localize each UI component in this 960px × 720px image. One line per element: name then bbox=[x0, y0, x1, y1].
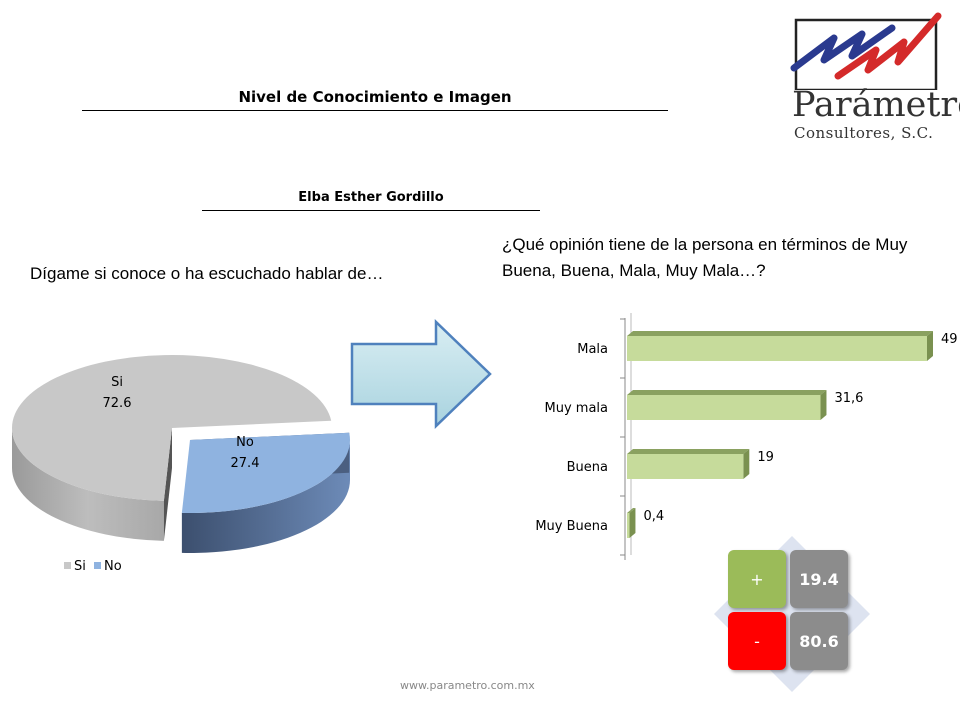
positive-box: + bbox=[728, 550, 786, 608]
bar-top-muy-mala bbox=[627, 390, 827, 395]
legend-label-no: No bbox=[104, 559, 122, 574]
pie-label-si: Si bbox=[111, 375, 123, 390]
bar-side-muy-buena bbox=[629, 508, 636, 538]
bar-category-label-muy-buena: Muy Buena bbox=[535, 519, 608, 534]
pie-label-no: No bbox=[236, 435, 254, 450]
opinion-bar-chart: Mala 49 Muy mala 31,6 Buena 19 Muy Buena 0,4 bbox=[535, 313, 958, 560]
pie-value-no: 27.4 bbox=[231, 456, 260, 471]
company-logo bbox=[784, 10, 954, 150]
bar-side-muy-mala bbox=[820, 390, 827, 420]
pie-slice-side-no bbox=[181, 440, 350, 553]
logo-name: Parámetro bbox=[792, 85, 960, 125]
positive-value-box: 19.4 bbox=[790, 550, 848, 608]
legend-label-si: Si bbox=[74, 559, 86, 574]
opinion-question: ¿Qué opinión tiene de la persona en térm… bbox=[502, 235, 908, 280]
bar-top-mala bbox=[627, 331, 933, 336]
awareness-pie-chart: Si 72.6 No 27.4 Si No bbox=[11, 355, 350, 574]
page-title: Nivel de Conocimiento e Imagen bbox=[82, 88, 668, 111]
pie-slice-si bbox=[11, 355, 332, 501]
bar-muy-mala bbox=[627, 395, 821, 420]
page-subtitle: Elba Esther Gordillo bbox=[202, 190, 540, 211]
legend-swatch-no bbox=[94, 562, 101, 569]
bar-side-buena bbox=[743, 449, 750, 479]
pie-slice-no bbox=[181, 432, 350, 513]
logo-subtitle: Consultores, S.C. bbox=[794, 124, 934, 142]
bar-top-muy-buena bbox=[627, 508, 636, 513]
bar-side-mala bbox=[927, 331, 933, 361]
bar-value-label-muy-mala: 31,6 bbox=[834, 391, 863, 406]
footer-url: www.parametro.com.mx bbox=[400, 679, 535, 692]
bar-category-label-mala: Mala bbox=[577, 342, 608, 357]
logo-mark-icon bbox=[790, 12, 942, 90]
pie-slice-side-si bbox=[12, 428, 164, 541]
negative-box: - bbox=[728, 612, 786, 670]
pie-slice-wall-si bbox=[163, 428, 172, 541]
bar-buena bbox=[627, 454, 744, 479]
bar-category-label-buena: Buena bbox=[567, 460, 608, 475]
bar-top-buena bbox=[627, 449, 750, 454]
negative-value-box: 80.6 bbox=[790, 612, 848, 670]
right-arrow-icon bbox=[350, 319, 492, 429]
negative-symbol: - bbox=[754, 631, 760, 651]
bar-value-label-muy-buena: 0,4 bbox=[643, 509, 664, 524]
bar-value-label-buena: 19 bbox=[757, 450, 774, 465]
bar-category-label-muy-mala: Muy mala bbox=[545, 401, 609, 416]
awareness-question: Dígame si conoce o ha escuchado hablar d… bbox=[30, 264, 384, 283]
legend-swatch-si bbox=[64, 562, 71, 569]
positive-symbol: + bbox=[750, 569, 764, 589]
bar-mala bbox=[627, 336, 927, 361]
bar-value-label-mala: 49 bbox=[941, 332, 958, 347]
bar-muy-buena bbox=[627, 513, 630, 538]
positive-value: 19.4 bbox=[799, 569, 839, 589]
negative-value: 80.6 bbox=[799, 631, 839, 651]
summary-panel: + 19.4 - 80.6 bbox=[712, 534, 872, 694]
pie-value-si: 72.6 bbox=[103, 396, 132, 411]
